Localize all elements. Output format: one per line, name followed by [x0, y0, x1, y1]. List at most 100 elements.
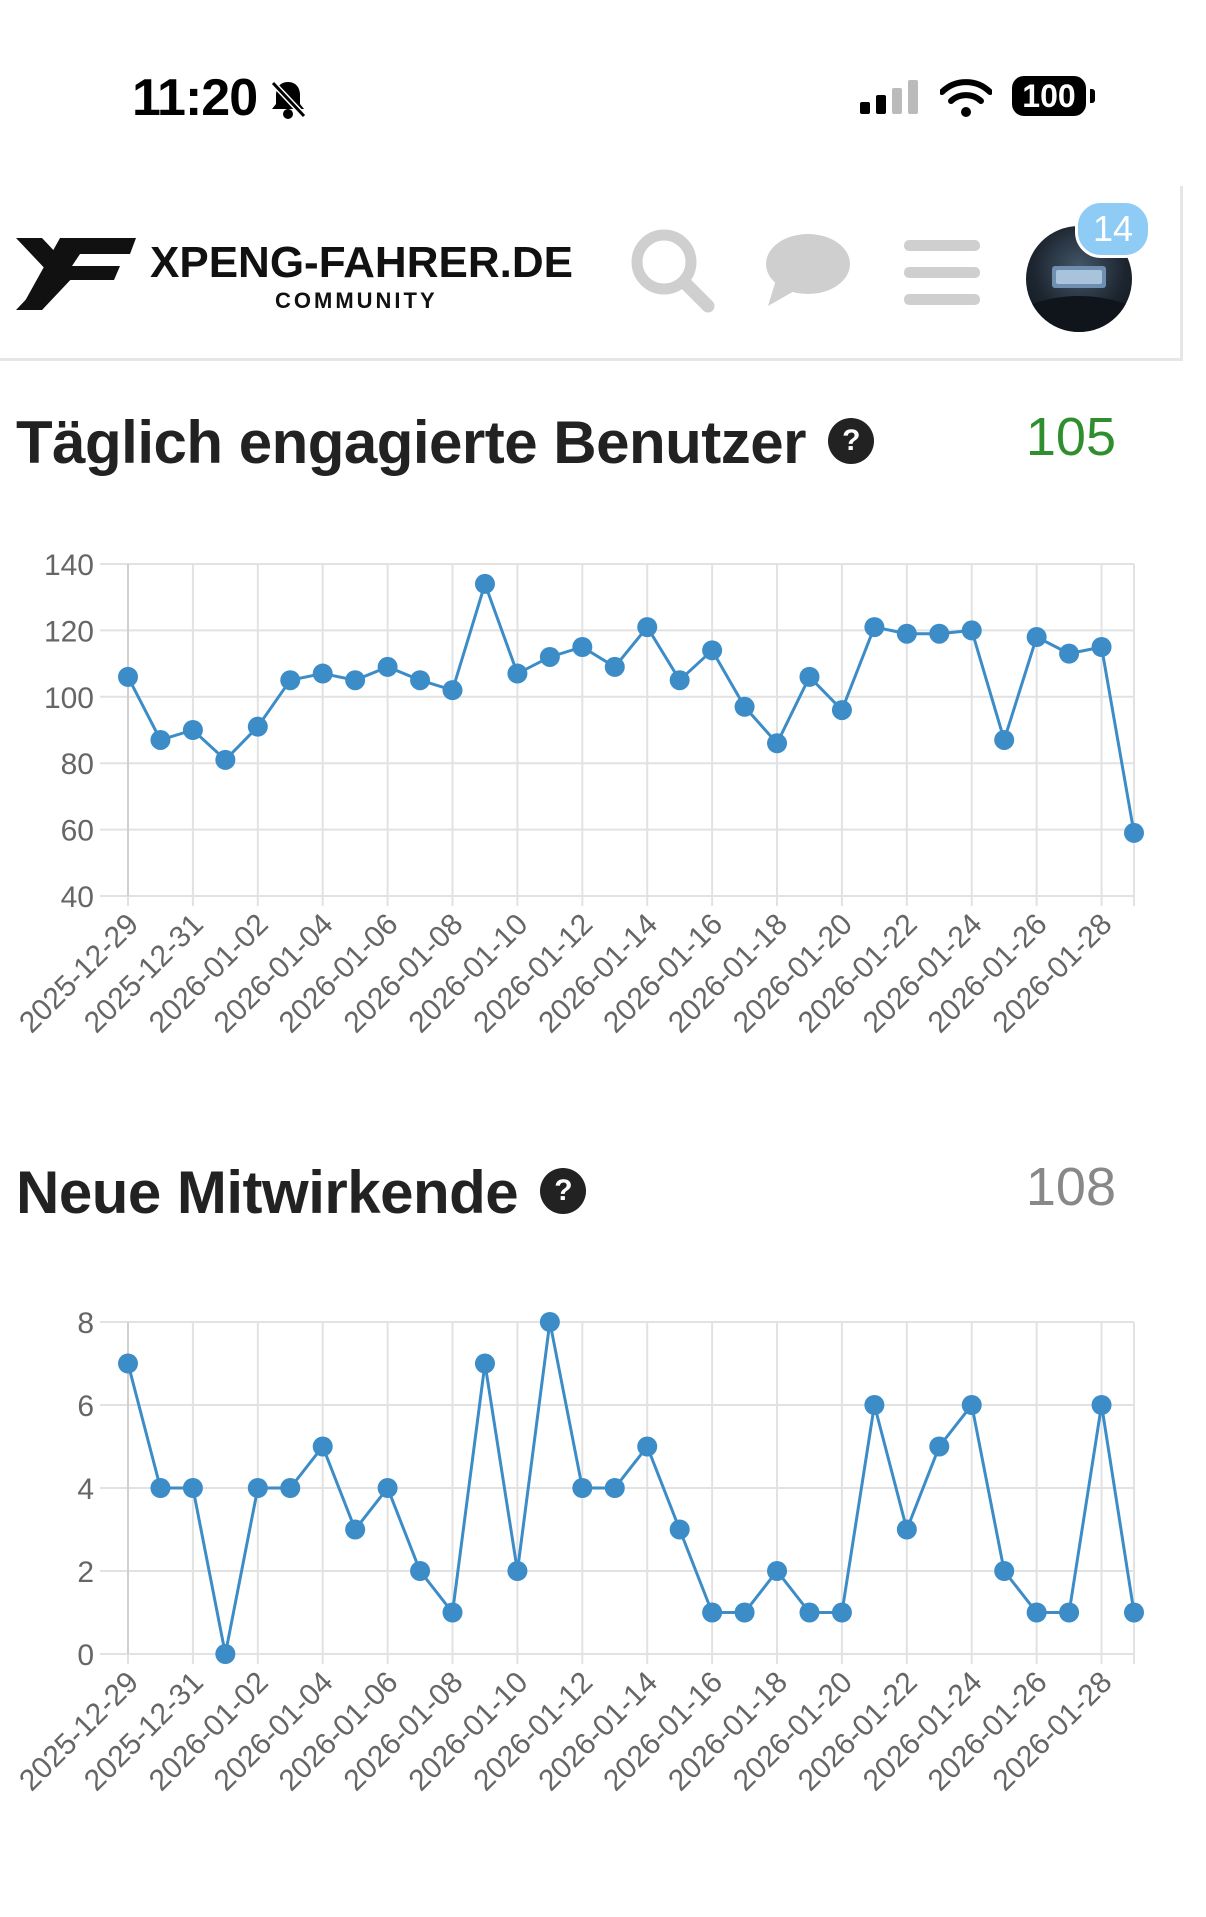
y-tick-label: 60: [61, 815, 94, 848]
chart-daily-engaged-users: 40 60 80 100 120 140 2025-12-29 2025-12-31 2026-…: [0, 520, 1206, 1120]
data-point: [539, 1312, 560, 1332]
data-point: [1059, 1602, 1080, 1623]
data-point: [150, 729, 171, 750]
data-point: [474, 1353, 495, 1374]
data-point: [572, 637, 593, 657]
data-point: [150, 1478, 171, 1498]
data-point: [994, 729, 1015, 750]
data-point: [896, 623, 917, 644]
data-point: [637, 1436, 658, 1457]
data-point: [702, 640, 723, 661]
y-tick-label: 8: [77, 1307, 94, 1340]
data-point: [312, 663, 333, 684]
data-point: [1026, 627, 1047, 648]
data-point: [734, 1602, 755, 1623]
data-point: [118, 666, 138, 687]
data-point: [1124, 1602, 1144, 1623]
section-title-new-contributors: Neue Mitwirkende?: [16, 1158, 587, 1227]
data-point: [994, 1561, 1015, 1581]
data-point: [247, 716, 268, 737]
data-point: [669, 670, 690, 691]
new-contributors-chart-svg: 024682025-12-292025-12-312026-01-022026-…: [13, 1307, 1144, 1797]
section-value-new-contributors: 108: [1025, 1157, 1116, 1217]
data-point: [734, 696, 755, 717]
chart-new-contributors: 0 2 4 6 8 2025-12-29 2025-12-31 2026-01-02 2026-…: [0, 1280, 1206, 1900]
chat-icon[interactable]: [762, 230, 852, 315]
section-title-daily-engaged: Täglich engagierte Benutzer?: [16, 408, 874, 477]
data-point: [767, 733, 788, 754]
data-point: [182, 720, 203, 740]
status-bar: 11:20 100: [0, 0, 1206, 150]
data-point: [831, 700, 852, 721]
battery-indicator: 100: [1012, 76, 1086, 116]
site-logo-title[interactable]: XPENG-FAHRER.DE: [150, 238, 573, 287]
status-time: 11:20: [132, 69, 258, 127]
series-line: [126, 579, 1136, 834]
section-title-text: Neue Mitwirkende: [16, 1159, 519, 1226]
data-point: [1026, 1602, 1047, 1623]
y-tick-label: 40: [61, 881, 94, 914]
data-point: [1091, 1395, 1112, 1415]
data-point: [961, 620, 982, 641]
search-icon[interactable]: [628, 226, 718, 321]
data-point: [929, 623, 950, 644]
y-tick-label: 120: [44, 615, 94, 648]
data-point: [539, 646, 560, 667]
data-point: [474, 573, 495, 594]
help-icon[interactable]: ?: [540, 1168, 587, 1215]
data-point: [896, 1519, 917, 1540]
data-point: [442, 680, 463, 701]
data-point: [507, 663, 528, 684]
notification-badge[interactable]: 14: [1075, 200, 1151, 258]
y-tick-label: 100: [44, 682, 94, 715]
data-point: [507, 1561, 528, 1581]
data-point: [702, 1602, 723, 1623]
help-icon[interactable]: ?: [828, 418, 874, 465]
data-point: [1124, 822, 1144, 843]
data-point: [410, 1561, 431, 1581]
data-point: [767, 1561, 788, 1581]
data-point: [118, 1353, 138, 1374]
data-point: [799, 1602, 820, 1623]
data-point: [410, 670, 431, 691]
data-point: [280, 1478, 301, 1498]
data-point: [1059, 643, 1080, 664]
data-point: [442, 1602, 463, 1623]
data-point: [182, 1478, 203, 1498]
data-point: [215, 1644, 236, 1664]
data-point: [247, 1478, 268, 1498]
bell-muted-icon: [268, 78, 308, 125]
y-tick-label: 4: [77, 1473, 94, 1506]
site-header: XPENG-FAHRER.DE COMMUNITY: [0, 186, 1183, 361]
hamburger-menu-icon[interactable]: [904, 238, 980, 313]
data-point: [961, 1395, 982, 1415]
data-point: [864, 1395, 885, 1415]
data-point: [799, 666, 820, 687]
section-value-daily-engaged: 105: [1025, 407, 1116, 467]
site-logo-subtitle: COMMUNITY: [275, 288, 438, 313]
y-tick-label: 6: [77, 1390, 94, 1423]
data-point: [1091, 637, 1112, 657]
y-tick-label: 2: [77, 1556, 94, 1589]
data-point: [345, 1519, 366, 1540]
data-point: [831, 1602, 852, 1623]
data-point: [572, 1478, 593, 1498]
y-tick-label: 140: [44, 549, 94, 582]
data-point: [377, 1478, 398, 1498]
data-point: [929, 1436, 950, 1457]
data-point: [604, 656, 625, 677]
data-point: [669, 1519, 690, 1540]
data-point: [377, 656, 398, 677]
cellular-signal-icon: [860, 80, 924, 121]
y-tick-label: 80: [61, 748, 94, 781]
section-title-text: Täglich engagierte Benutzer: [16, 409, 807, 476]
daily-engaged-chart-svg: 4060801001201402025-12-292025-12-312026-…: [13, 549, 1144, 1039]
data-point: [312, 1436, 333, 1457]
data-point: [345, 670, 366, 691]
data-point: [864, 617, 885, 638]
data-point: [604, 1478, 625, 1498]
data-point: [215, 749, 236, 770]
wifi-icon: [939, 78, 993, 123]
xpeng-logo-icon[interactable]: [16, 234, 136, 319]
data-point: [280, 670, 301, 691]
